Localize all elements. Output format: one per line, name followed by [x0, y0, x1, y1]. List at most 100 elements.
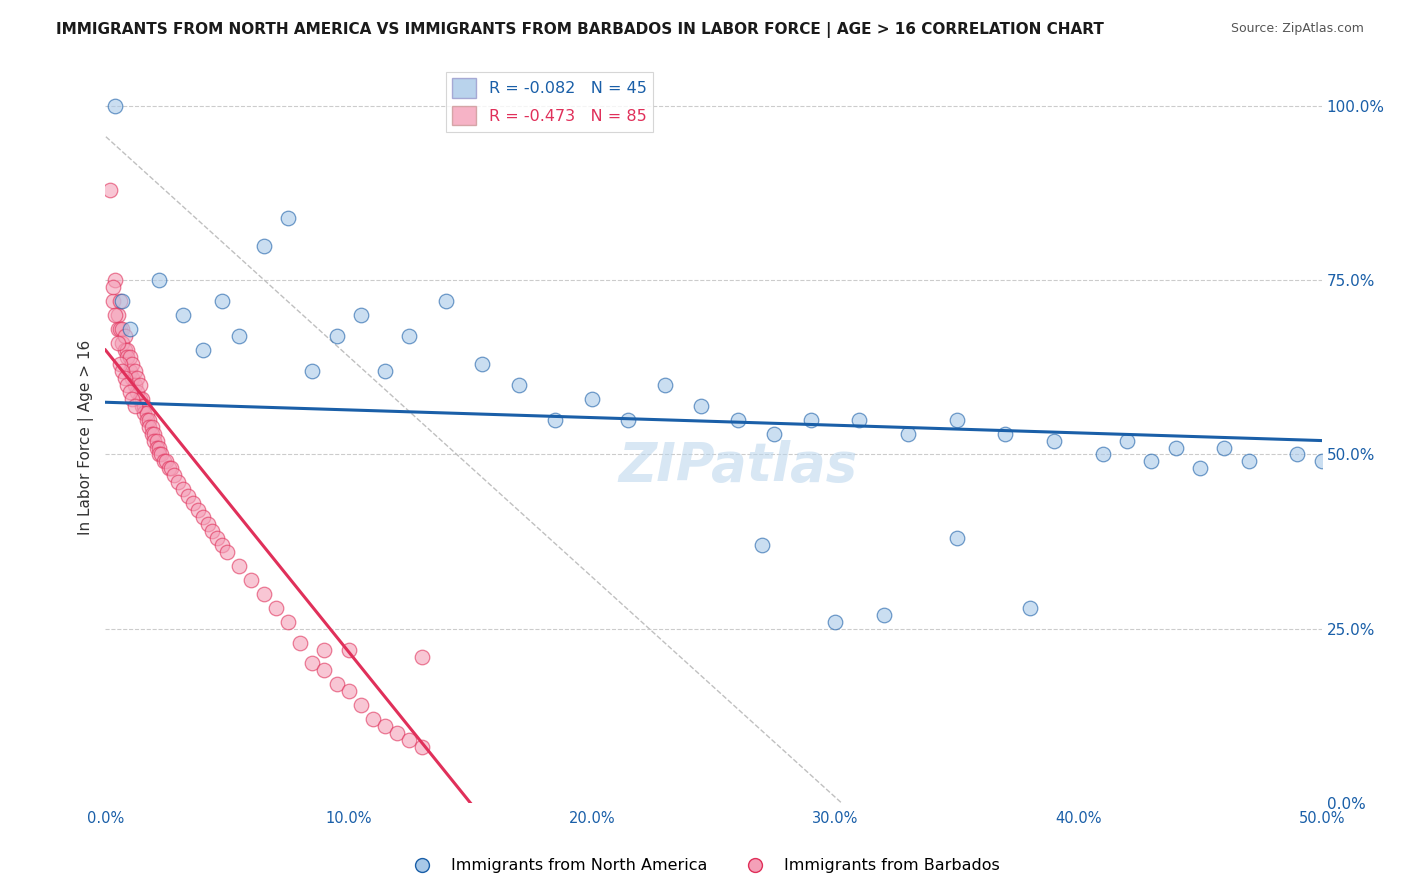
- Point: [167, 475, 190, 490]
- Point: [114, 329, 136, 343]
- Y-axis label: In Labor Force | Age > 16: In Labor Force | Age > 16: [79, 340, 94, 534]
- Point: [117, 377, 139, 392]
- Point: [131, 392, 153, 406]
- Point: [217, 545, 239, 559]
- Point: [124, 377, 146, 392]
- Point: [177, 489, 200, 503]
- Point: [121, 392, 143, 406]
- Point: [108, 322, 131, 336]
- Point: [128, 392, 150, 406]
- Point: [314, 642, 336, 657]
- Point: [945, 531, 967, 545]
- Point: [111, 322, 134, 336]
- Point: [228, 558, 250, 573]
- Point: [107, 308, 129, 322]
- Point: [337, 642, 360, 657]
- Point: [288, 635, 311, 649]
- Point: [544, 412, 567, 426]
- Point: [1189, 461, 1212, 475]
- Point: [763, 426, 786, 441]
- Point: [131, 399, 153, 413]
- Point: [411, 649, 433, 664]
- Point: [350, 698, 373, 713]
- Point: [111, 294, 134, 309]
- Point: [155, 454, 177, 468]
- Point: [108, 294, 131, 309]
- Point: [1091, 448, 1114, 462]
- Point: [121, 371, 143, 385]
- Point: [398, 733, 420, 747]
- Point: [104, 99, 127, 113]
- Point: [141, 419, 163, 434]
- Point: [581, 392, 603, 406]
- Point: [211, 294, 233, 309]
- Point: [148, 448, 170, 462]
- Point: [617, 412, 640, 426]
- Point: [201, 524, 224, 538]
- Point: [143, 434, 166, 448]
- Point: [148, 273, 170, 287]
- Point: [191, 343, 214, 357]
- Legend: Immigrants from North America, Immigrants from Barbados: Immigrants from North America, Immigrant…: [399, 852, 1007, 880]
- Point: [1286, 448, 1309, 462]
- Point: [411, 740, 433, 755]
- Point: [141, 426, 163, 441]
- Point: [1043, 434, 1066, 448]
- Point: [945, 412, 967, 426]
- Point: [1116, 434, 1139, 448]
- Point: [172, 483, 194, 497]
- Point: [125, 384, 148, 399]
- Point: [138, 412, 160, 426]
- Point: [1213, 441, 1236, 455]
- Point: [1310, 454, 1333, 468]
- Point: [252, 238, 274, 252]
- Point: [108, 357, 131, 371]
- Point: [134, 399, 156, 413]
- Point: [211, 538, 233, 552]
- Point: [101, 294, 124, 309]
- Point: [117, 350, 139, 364]
- Point: [228, 329, 250, 343]
- Point: [128, 377, 150, 392]
- Point: [325, 677, 347, 691]
- Point: [153, 454, 176, 468]
- Point: [118, 364, 141, 378]
- Point: [135, 412, 157, 426]
- Point: [350, 308, 373, 322]
- Point: [150, 448, 173, 462]
- Point: [187, 503, 209, 517]
- Point: [848, 412, 870, 426]
- Point: [162, 468, 184, 483]
- Point: [471, 357, 494, 371]
- Point: [1164, 441, 1187, 455]
- Point: [111, 364, 134, 378]
- Point: [1237, 454, 1260, 468]
- Point: [508, 377, 530, 392]
- Point: [145, 441, 167, 455]
- Point: [117, 343, 139, 357]
- Point: [148, 441, 170, 455]
- Point: [1140, 454, 1163, 468]
- Point: [114, 371, 136, 385]
- Point: [252, 587, 274, 601]
- Point: [654, 377, 676, 392]
- Point: [181, 496, 204, 510]
- Point: [118, 350, 141, 364]
- Point: [104, 308, 127, 322]
- Point: [800, 412, 823, 426]
- Point: [727, 412, 749, 426]
- Point: [751, 538, 773, 552]
- Point: [994, 426, 1017, 441]
- Point: [277, 615, 299, 629]
- Point: [301, 657, 323, 671]
- Point: [240, 573, 263, 587]
- Point: [138, 419, 160, 434]
- Point: [124, 364, 146, 378]
- Point: [398, 329, 420, 343]
- Point: [157, 461, 180, 475]
- Point: [111, 336, 134, 351]
- Point: [134, 406, 156, 420]
- Point: [101, 280, 124, 294]
- Point: [325, 329, 347, 343]
- Point: [197, 517, 219, 532]
